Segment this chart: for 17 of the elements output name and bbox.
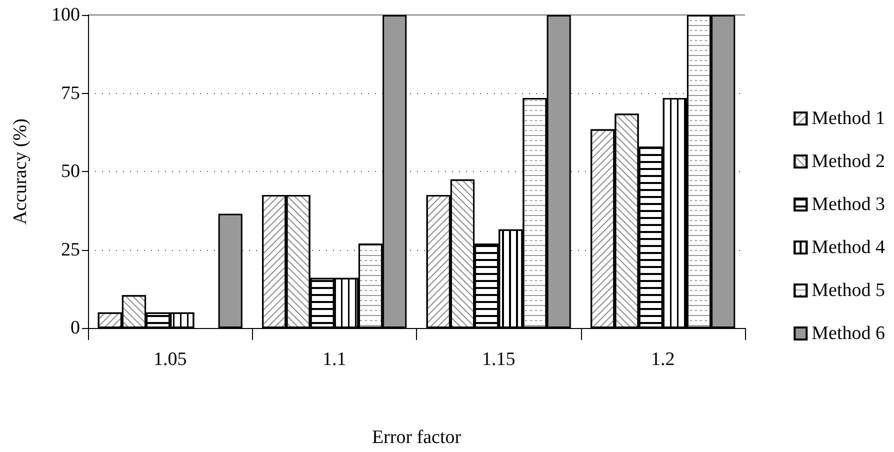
x-tick-label: 1.2 xyxy=(651,349,675,370)
y-tick-label: 100 xyxy=(52,4,80,26)
x-axis-title: Error factor xyxy=(372,427,462,448)
legend-label: Method 2 xyxy=(812,151,886,172)
legend-label: Method 5 xyxy=(812,280,886,301)
x-tick-label: 1.1 xyxy=(322,349,346,370)
legend-label: Method 1 xyxy=(812,108,886,129)
legend-label: Method 3 xyxy=(812,194,886,215)
legend-label: Method 6 xyxy=(812,323,886,344)
y-tick-label: 50 xyxy=(61,161,80,182)
x-tick-label: 1.15 xyxy=(482,349,516,370)
y-axis-title: Accuracy (%) xyxy=(10,118,31,225)
x-tick-label: 1.05 xyxy=(154,349,187,370)
y-tick-label: 75 xyxy=(61,82,80,104)
y-tick-label: 0 xyxy=(70,318,80,338)
legend-label: Method 4 xyxy=(812,237,886,258)
y-tick-label: 25 xyxy=(61,239,80,260)
